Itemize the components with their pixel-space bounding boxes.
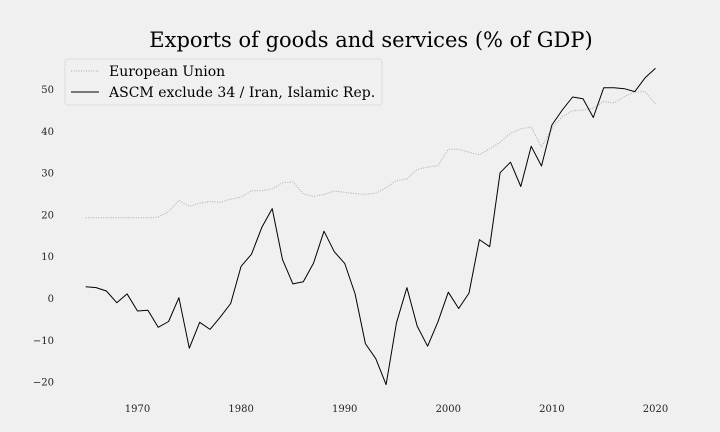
y-tick-label: 20 [41,210,54,221]
x-tick-label: 1990 [332,404,357,415]
y-tick-label: 50 [41,85,54,96]
plot-area [85,67,656,386]
legend: European Union ASCM exclude 34 / Iran, I… [64,58,383,106]
y-tick-label: 40 [41,127,54,138]
legend-box [64,58,383,106]
series-line-iran [85,67,656,386]
x-tick-label: 2000 [436,404,461,415]
x-tick-label: 1970 [125,404,150,415]
legend-label-iran: ASCM exclude 34 / Iran, Islamic Rep. [108,85,375,101]
x-tick-label: 2010 [539,404,564,415]
y-tick-label: 0 [48,294,54,305]
x-tick-label: 1980 [228,404,253,415]
y-tick-label: −20 [33,378,54,389]
x-axis: 1970 1980 1990 2000 2010 2020 [125,404,668,415]
legend-label-european-union: European Union [109,64,225,80]
x-tick-label: 2020 [643,404,668,415]
series-line-european-union [85,91,656,219]
chart-title: Exports of goods and services (% of GDP) [149,28,592,52]
y-tick-label: 10 [41,252,54,263]
y-tick-label: −10 [33,336,54,347]
y-tick-label: 30 [41,169,54,180]
y-axis: −20 −10 0 10 20 30 40 50 [33,85,54,389]
